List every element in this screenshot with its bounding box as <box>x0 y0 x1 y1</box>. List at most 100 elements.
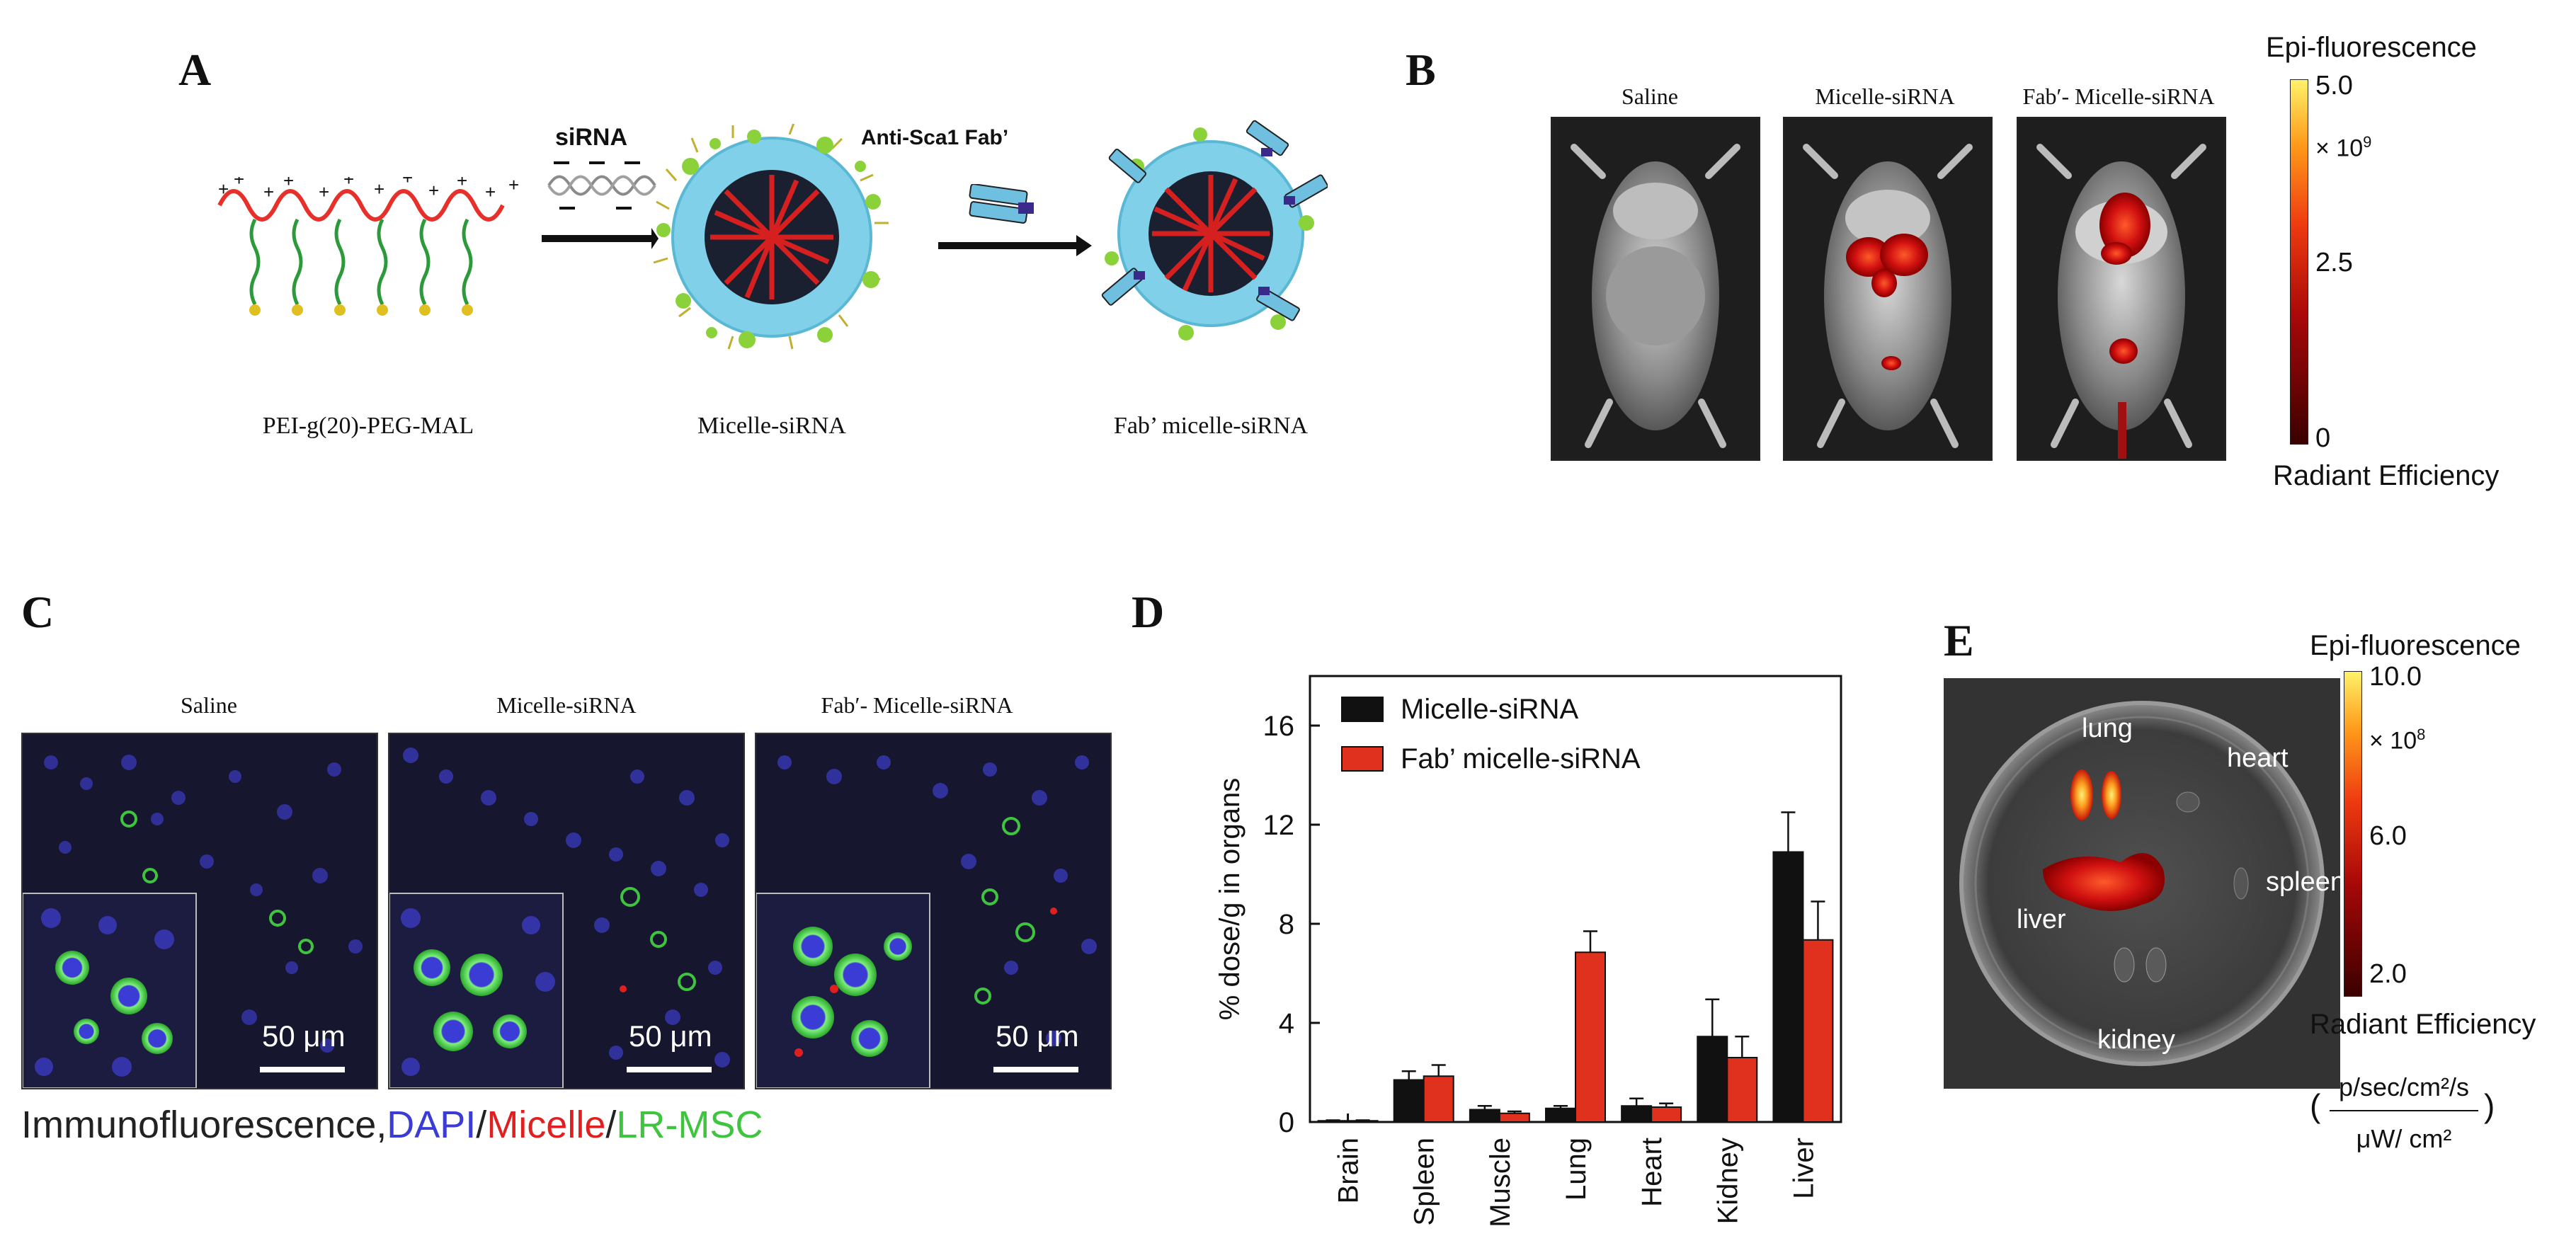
scale-bar-label-fab: 50 μm <box>996 1019 1079 1053</box>
svg-text:+: + <box>508 177 519 195</box>
panel-b-colorbar-multiplier: × 109 <box>2315 133 2372 162</box>
svg-text:+: + <box>343 177 354 190</box>
y-tick-label: 16 <box>1263 711 1295 742</box>
mouse-image-saline <box>1551 117 1760 461</box>
bar-muscle-series-1 <box>1498 1112 1530 1123</box>
pei-peg-mal-label: PEI-g(20)-PEG-MAL <box>262 413 474 439</box>
panel-b-colorbar-max: 5.0 <box>2315 71 2353 101</box>
legend-label-0: Micelle-siRNA <box>1401 694 1578 725</box>
y-axis-label: % dose/g in organs <box>1214 778 1246 1020</box>
sirna-strand-icon <box>542 161 659 249</box>
y-tick-label: 8 <box>1279 909 1294 940</box>
unit-open-paren: ( <box>2310 1087 2321 1124</box>
x-tick-label-heart: Heart <box>1636 1138 1668 1207</box>
panel-c-title-saline: Saline <box>181 692 237 718</box>
panel-b-colorbar-min: 0 <box>2315 423 2331 453</box>
svg-text:+: + <box>319 181 329 202</box>
panel-b-colorbar-footer: Radiant Efficiency <box>2273 460 2500 491</box>
panel-e-colorbar-title: Epi-fluorescence <box>2310 630 2521 661</box>
panel-e-colorbar <box>2344 671 2362 997</box>
x-tick-label-kidney: Kidney <box>1712 1138 1743 1224</box>
svg-text:+: + <box>428 180 439 201</box>
scale-bar-label-micelle: 50 μm <box>629 1019 712 1053</box>
panel-e-colorbar-low: 2.0 <box>2369 959 2407 989</box>
bar-kidney-series-1 <box>1726 1057 1758 1123</box>
organ-label-heart: heart <box>2227 743 2289 773</box>
caption-micelle: Micelle <box>486 1104 606 1146</box>
panel-a-letter: A <box>178 45 212 95</box>
panel-e-colorbar-mid: 6.0 <box>2369 821 2407 851</box>
panel-c-title-fab: Fab′- Micelle-siRNA <box>821 692 1013 718</box>
panel-b-colorbar <box>2290 79 2308 445</box>
panel-e-colorbar-multiplier: × 108 <box>2369 726 2426 755</box>
bar-spleen-series-0 <box>1393 1079 1425 1123</box>
x-tick-label-muscle: Muscle <box>1485 1138 1516 1227</box>
bar-liver-series-0 <box>1772 851 1804 1123</box>
micrograph-fab-micelle-sirna <box>755 733 1112 1089</box>
organ-label-spleen: spleen <box>2266 867 2345 897</box>
panel-b-title-fab: Fab′- Micelle-siRNA <box>2022 84 2215 109</box>
micrograph-saline <box>21 733 378 1089</box>
x-tick-label-liver: Liver <box>1788 1138 1819 1199</box>
panel-b-colorbar-title: Epi-fluorescence <box>2266 32 2477 63</box>
panel-c-title-micelle: Micelle-siRNA <box>496 692 637 718</box>
unit-denominator: μW/ cm² <box>2356 1124 2452 1153</box>
svg-text:+: + <box>457 177 467 191</box>
x-tick-label-lung: Lung <box>1561 1138 1592 1201</box>
fab-micelle-sirna-illustration <box>1101 120 1328 340</box>
legend-swatch-0 <box>1341 697 1384 722</box>
panel-b-colorbar-mid: 2.5 <box>2315 248 2353 277</box>
y-tick-label: 4 <box>1279 1008 1294 1039</box>
caption-prefix: Immunofluorescence, <box>21 1104 387 1146</box>
bar-heart-series-0 <box>1621 1105 1653 1123</box>
svg-text:+: + <box>485 181 496 202</box>
legend-swatch-1 <box>1341 746 1384 772</box>
fab-micelle-sirna-label: Fab’ micelle-siRNA <box>1113 413 1309 439</box>
svg-text:+: + <box>234 177 244 190</box>
panel-c-letter: C <box>21 587 55 637</box>
organ-label-kidney: kidney <box>2097 1025 2175 1055</box>
svg-text:+: + <box>374 178 384 200</box>
panel-b-letter: B <box>1406 45 1436 95</box>
sirna-label: siRNA <box>554 124 628 151</box>
bar-muscle-series-0 <box>1469 1109 1500 1123</box>
bar-lung-series-1 <box>1575 951 1606 1123</box>
bar-kidney-series-0 <box>1697 1036 1728 1123</box>
micrograph-micelle-sirna <box>388 733 745 1089</box>
panel-e-colorbar-footer: Radiant Efficiency <box>2310 1009 2536 1040</box>
panel-d-letter: D <box>1132 587 1165 637</box>
y-tick-label: 12 <box>1263 810 1295 841</box>
unit-close-paren: ) <box>2484 1087 2495 1124</box>
organ-label-lung: lung <box>2082 714 2133 743</box>
micelle-sirna-illustration <box>653 124 889 350</box>
immunofluorescence-caption: Immunofluorescence,DAPI/Micelle/LR-MSC <box>21 1104 763 1146</box>
bar-liver-series-1 <box>1802 939 1834 1123</box>
y-tick-label: 0 <box>1279 1107 1294 1138</box>
caption-lr-msc: LR-MSC <box>616 1104 763 1146</box>
anti-sca1-fab-label: Anti-Sca1 Fab’ <box>860 126 1009 149</box>
x-tick-label-brain: Brain <box>1333 1138 1364 1203</box>
ex-vivo-organ-image <box>1944 678 2340 1089</box>
bar-heart-series-1 <box>1651 1106 1682 1123</box>
svg-text:+: + <box>283 177 294 191</box>
x-tick-label-spleen: Spleen <box>1409 1138 1440 1226</box>
pei-peg-polymer-illustration: + + + + + + + + + + + + <box>217 177 519 316</box>
caption-dapi: DAPI <box>387 1104 477 1146</box>
unit-fraction-line <box>2330 1110 2478 1111</box>
panel-b-title-micelle: Micelle-siRNA <box>1815 84 1955 109</box>
mouse-image-micelle-sirna <box>1783 117 1993 461</box>
bar-spleen-series-1 <box>1423 1075 1454 1123</box>
panel-e-colorbar-max: 10.0 <box>2369 662 2422 692</box>
fab-fragment-icon <box>938 184 1092 256</box>
mouse-image-fab-micelle-sirna <box>2017 117 2226 461</box>
organ-distribution-bar-chart: 0 4 8 12 16 % dose/g in organs Brain Spleen Musc… <box>1214 675 1842 1227</box>
svg-text:+: + <box>263 181 274 202</box>
panel-e-letter: E <box>1944 615 1974 665</box>
legend-label-1: Fab’ micelle-siRNA <box>1401 743 1641 774</box>
scale-bar-label-saline: 50 μm <box>262 1019 346 1053</box>
svg-text:+: + <box>218 178 229 200</box>
organ-label-liver: liver <box>2017 905 2066 934</box>
micelle-sirna-label: Micelle-siRNA <box>697 413 846 439</box>
bar-lung-series-0 <box>1545 1107 1576 1123</box>
